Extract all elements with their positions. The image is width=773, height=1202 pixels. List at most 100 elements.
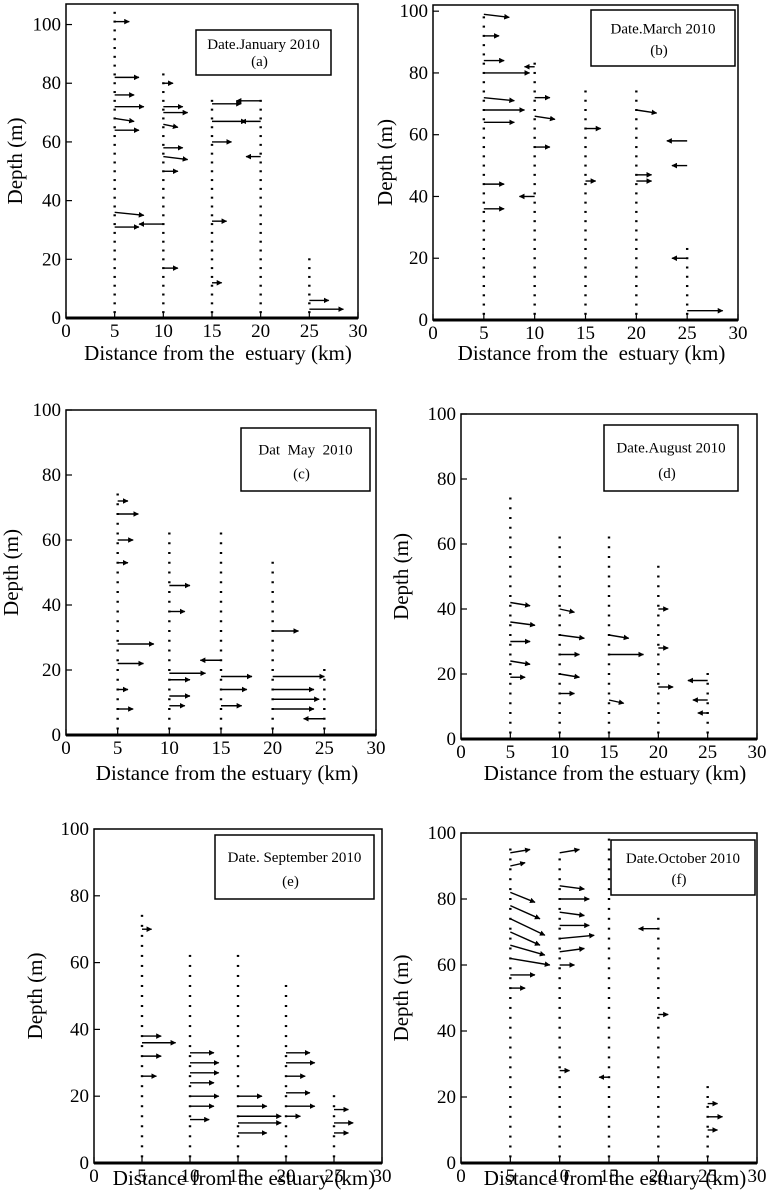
x-tick-label: 15 [212,738,231,759]
measurement-point [509,907,512,910]
measurement-point [271,717,274,720]
measurement-point [558,604,561,607]
measurement-point [533,201,536,204]
measurement-point [271,669,274,671]
measurement-point [210,258,214,261]
measurement-point [607,898,611,900]
measurement-point [113,205,116,208]
measurement-point [210,152,214,155]
measurement-point [113,187,116,190]
measurement-point [259,170,262,173]
measurement-point [558,1016,561,1019]
measurement-point [635,275,638,278]
station-profile-5km [509,497,512,734]
measurement-point [533,99,536,102]
measurement-point [558,888,561,891]
measurement-point [607,997,611,999]
measurement-point [284,984,288,987]
measurement-point [323,678,326,681]
measurement-point [482,285,486,288]
x-tick-label: 30 [367,738,386,759]
measurement-point [116,649,119,652]
measurement-point [271,678,274,681]
measurement-point [482,294,486,297]
velocity-vector [636,109,658,116]
measurement-point [509,702,512,705]
measurement-point [706,702,709,705]
measurement-point [509,1086,512,1089]
velocity-vector [510,918,546,936]
measurement-point [259,126,262,129]
station-profile-20km [271,561,274,730]
measurement-point [509,682,512,685]
measurement-point [509,692,512,695]
measurement-point [219,717,223,720]
measurement-point [657,565,660,568]
y-axis-label: Depth (m) [3,118,27,205]
panel-e: 0 5 10 15 20 25 30 0 20 40 60 80 100 Distance from th… [23,819,392,1190]
measurement-point [584,303,587,306]
measurement-point [657,1155,660,1158]
measurement-point [558,858,561,861]
measurement-point [308,284,311,287]
panel-label: (b) [650,43,668,59]
station-profile-15km [210,99,214,314]
y-tick-label: 60 [409,125,428,146]
velocity-vector [510,847,531,854]
measurement-point [685,275,689,278]
measurement-point [558,536,561,539]
x-tick-label: 25 [698,742,717,763]
measurement-point [210,284,214,287]
measurement-point [284,1065,288,1068]
measurement-point [607,967,611,970]
measurement-point [509,1036,512,1039]
y-tick-label: 20 [409,248,428,269]
y-tick-label: 60 [42,132,61,153]
station-profile-5km [482,16,486,315]
measurement-point [210,187,214,190]
measurement-point [657,624,660,627]
measurement-point [482,25,486,28]
measurement-point [558,1096,561,1098]
measurement-point [607,673,611,675]
measurement-point [140,954,144,957]
measurement-point [323,698,326,701]
measurement-point [162,231,165,234]
measurement-point [509,556,512,558]
measurement-point [509,1016,512,1019]
measurement-point [607,987,611,990]
measurement-point [140,1155,144,1158]
x-tick-label: 25 [325,1166,344,1187]
measurement-point [113,170,116,173]
measurement-point [509,1125,512,1128]
measurement-point [188,1115,192,1118]
x-tick-label: 20 [251,321,270,342]
measurement-point [482,136,486,139]
measurement-point [113,179,116,182]
date-box [610,839,756,896]
y-tick-label: 0 [52,308,62,329]
y-tick-label: 0 [419,310,429,331]
measurement-point [219,532,223,535]
velocity-vector [510,621,536,628]
measurement-point [509,1056,512,1059]
measurement-point [509,917,512,920]
measurement-point [188,954,192,957]
measurement-point [635,146,638,149]
station-profile-15km [584,90,587,315]
measurement-point [116,591,119,593]
measurement-point [509,497,512,500]
measurement-point [482,164,486,167]
date-label: Date.October 2010 [626,851,740,867]
measurement-point [558,997,561,999]
measurement-point [558,702,561,705]
measurement-point [607,1125,611,1128]
measurement-point [219,649,223,652]
measurement-point [533,210,536,213]
measurement-point [332,1095,336,1098]
measurement-point [284,1045,288,1048]
measurement-point [584,220,587,223]
measurement-point [140,1005,144,1008]
measurement-point [607,838,611,841]
measurement-point [113,55,116,58]
